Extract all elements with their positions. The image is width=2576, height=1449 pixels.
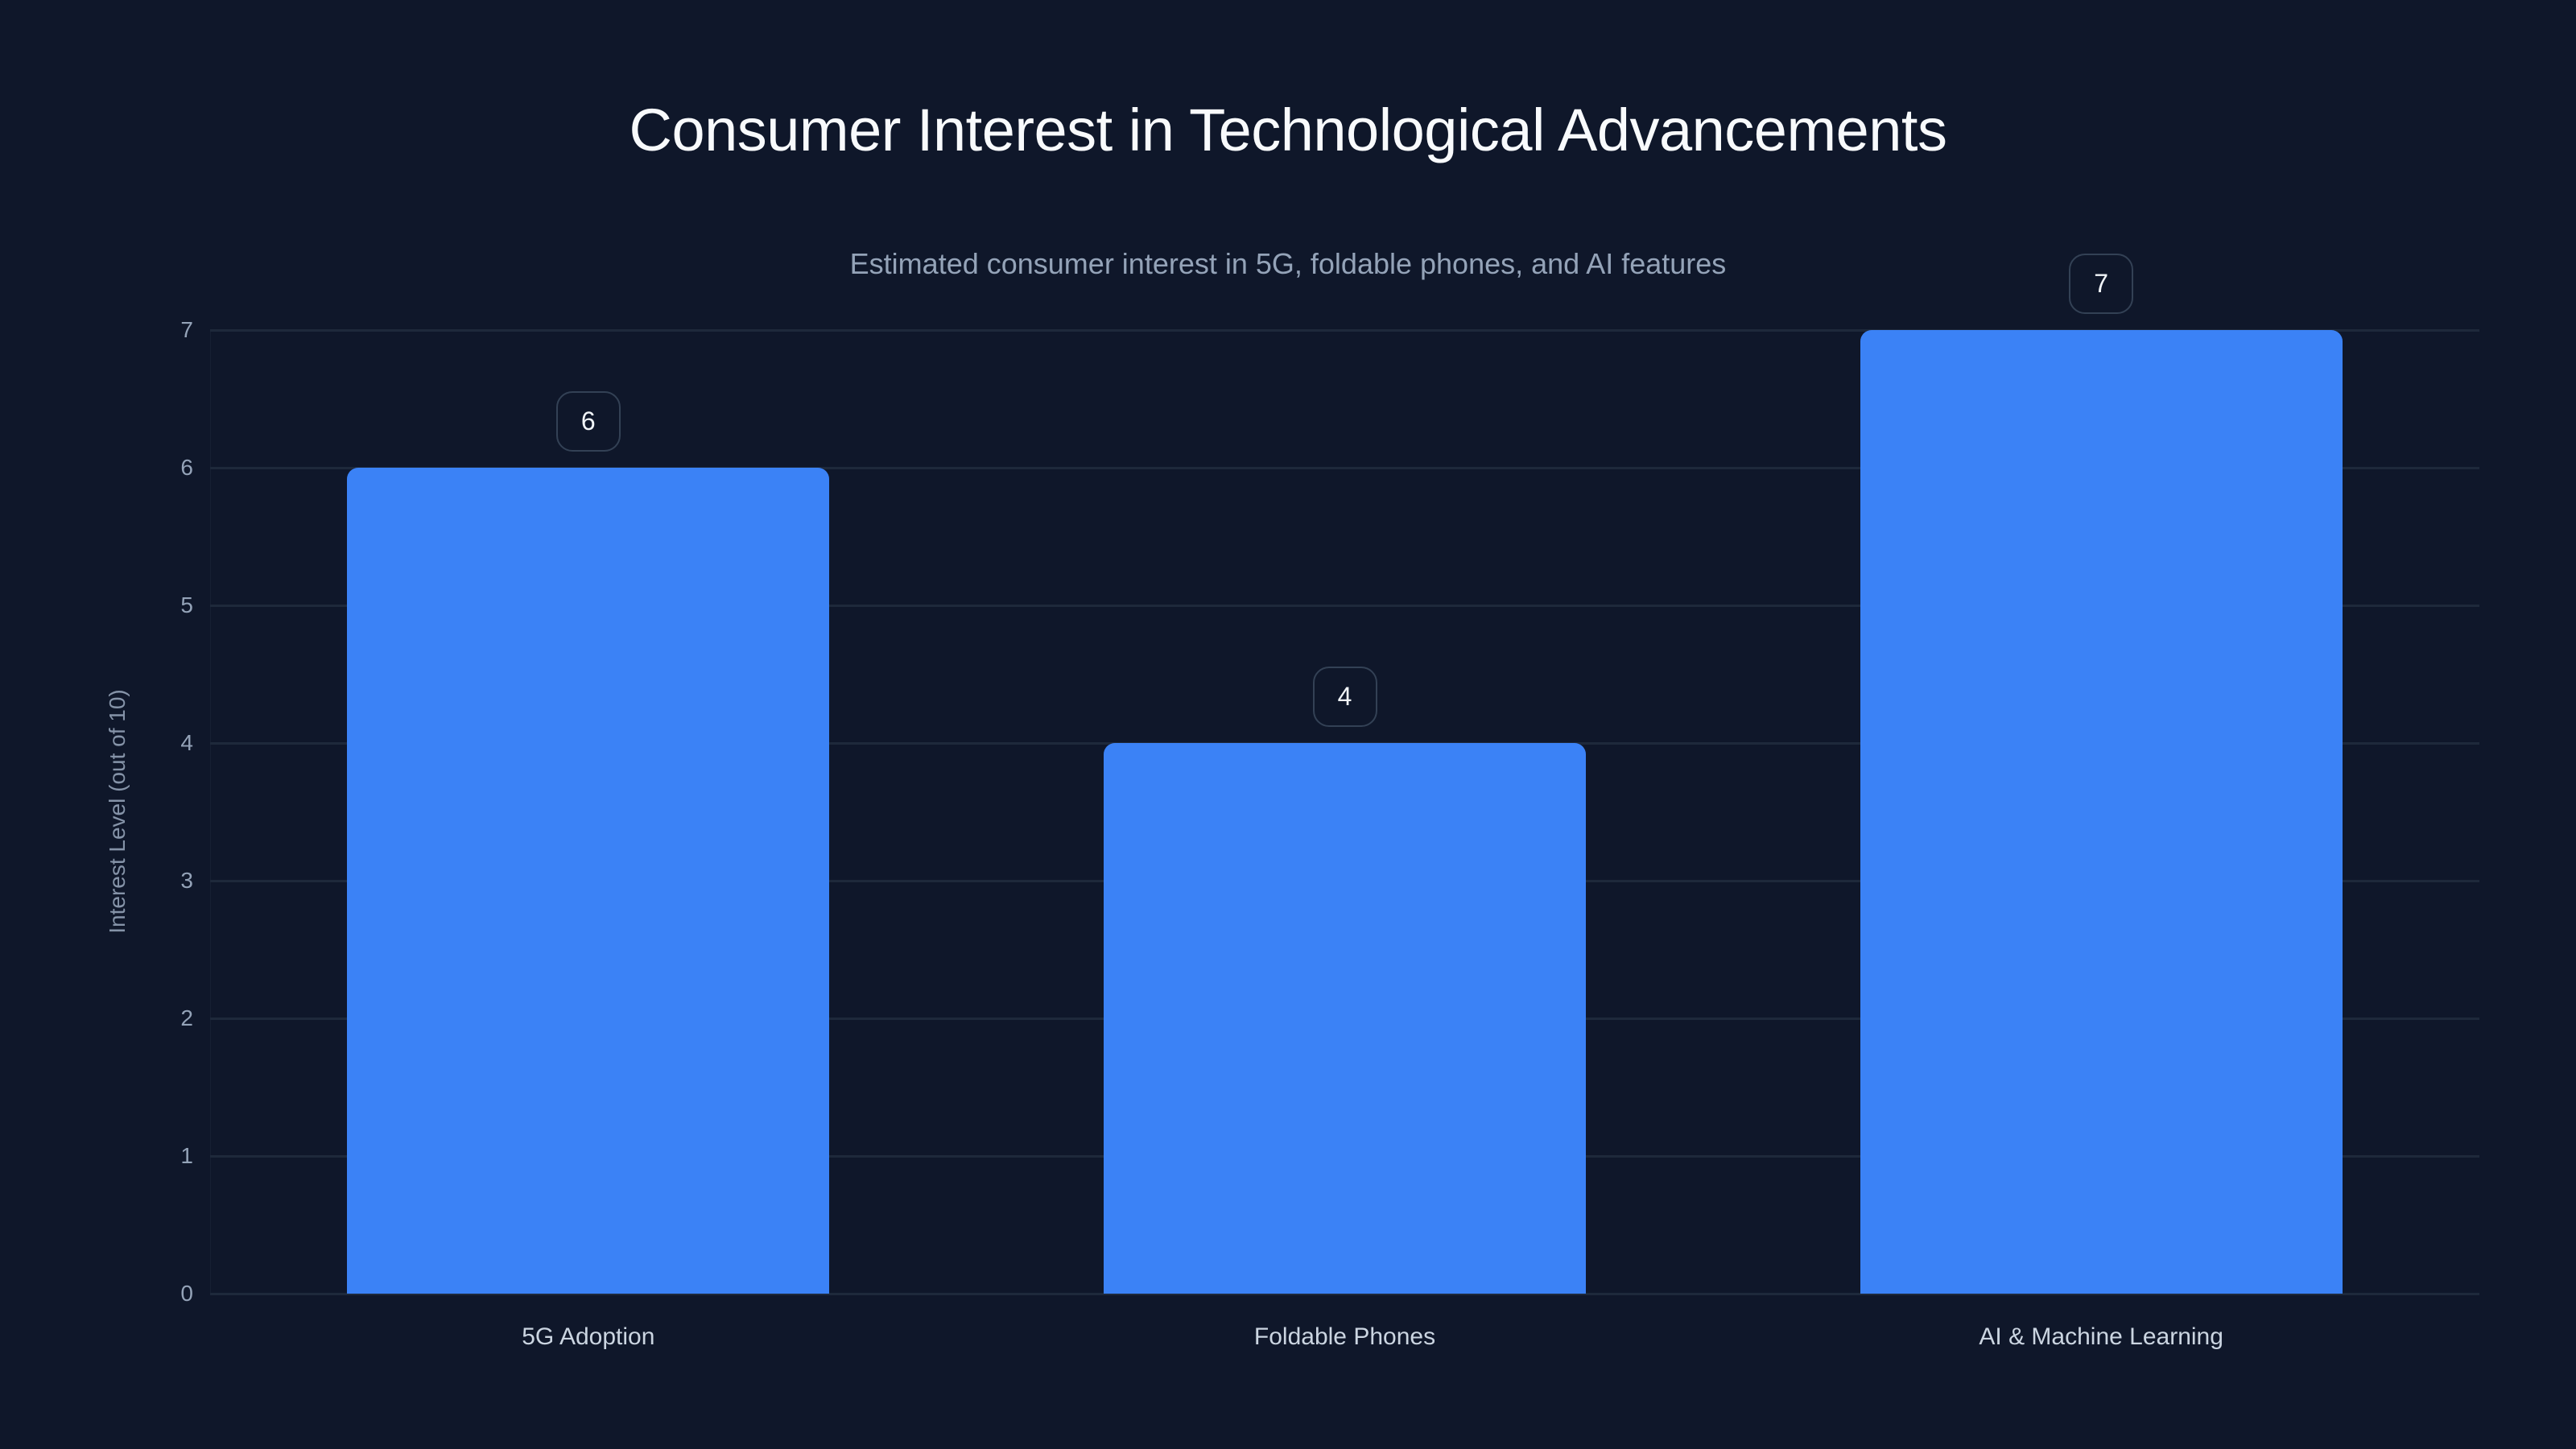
chart-title: Consumer Interest in Technological Advan… xyxy=(629,97,1947,163)
y-tick-label: 4 xyxy=(180,730,193,755)
x-category-label: 5G Adoption xyxy=(522,1323,655,1350)
plot-area: 6 4 7 xyxy=(210,254,2479,1295)
value-badge: 6 xyxy=(555,391,621,452)
x-category-label: AI & Machine Learning xyxy=(1979,1323,2223,1350)
gridline xyxy=(210,329,2479,332)
y-tick-label: 0 xyxy=(180,1281,193,1306)
gridline xyxy=(210,605,2479,607)
chart-subtitle: Estimated consumer interest in 5G, folda… xyxy=(849,247,1727,280)
bar[interactable] xyxy=(1860,330,2343,1294)
value-badge: 7 xyxy=(2069,254,2134,314)
y-tick-label: 5 xyxy=(180,592,193,617)
gridline xyxy=(210,467,2479,469)
y-tick-label: 1 xyxy=(180,1143,193,1168)
y-axis-title: Interest Level (out of 10) xyxy=(105,689,130,934)
gridline xyxy=(210,1293,2479,1295)
x-category-label: Foldable Phones xyxy=(1253,1323,1436,1350)
y-tick-label: 3 xyxy=(180,868,193,893)
bar[interactable] xyxy=(347,468,830,1294)
bar[interactable] xyxy=(1104,743,1586,1294)
y-tick-label: 7 xyxy=(180,317,193,342)
y-tick-label: 2 xyxy=(180,1005,193,1030)
value-badge: 4 xyxy=(1312,667,1377,727)
y-axis-line xyxy=(210,330,211,1294)
y-tick-label: 6 xyxy=(180,455,193,480)
